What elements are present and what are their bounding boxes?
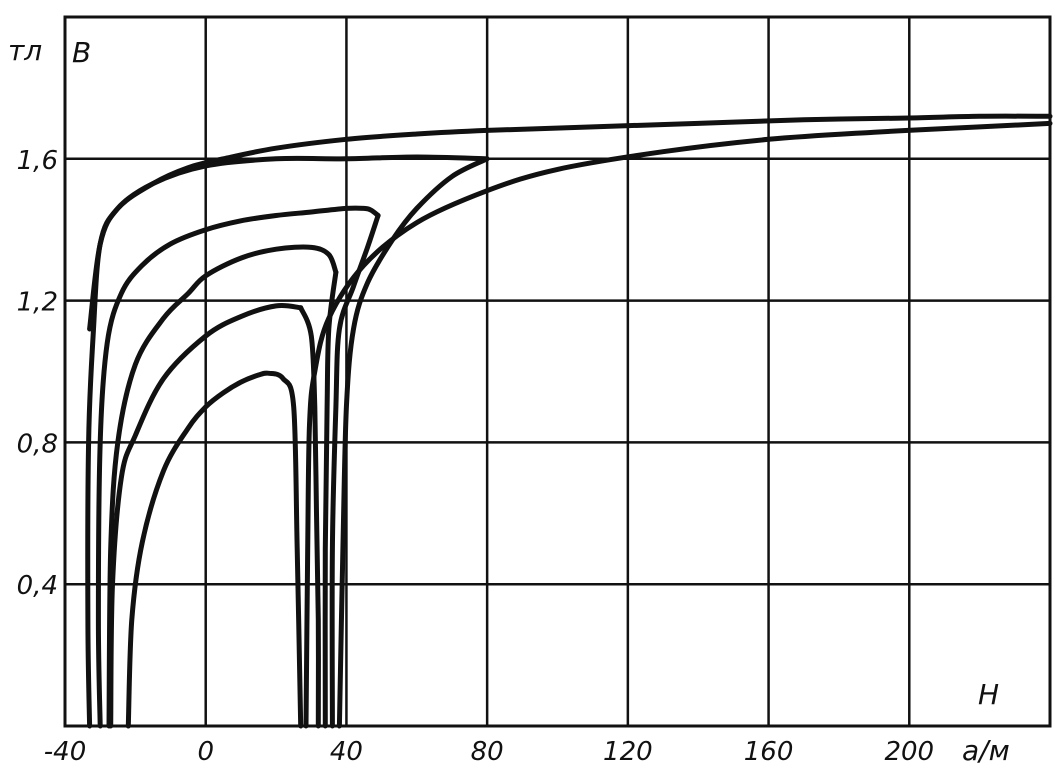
plot-frame	[63, 15, 1052, 728]
series-line-9	[298, 305, 321, 729]
series-line-7	[322, 269, 339, 729]
x-tick-label: -40	[44, 737, 86, 767]
x-tick-label: 40	[330, 737, 363, 767]
series-line-11	[303, 120, 1053, 729]
series-line-10	[125, 370, 304, 729]
series-line-3	[336, 156, 490, 729]
x-tick-label: 200	[884, 737, 934, 767]
y-tick-label: 0,8	[17, 429, 58, 459]
x-tick-label: 0	[197, 737, 214, 767]
series-line-8	[108, 303, 304, 729]
x-unit-label: а/м	[962, 734, 1010, 767]
y-tick-label: 1,6	[17, 146, 58, 176]
series-line-2	[87, 154, 490, 332]
x-tick-label: 80	[471, 737, 504, 767]
series-line-4	[95, 205, 381, 729]
y-tick-labels: 0,4 0,8 1,2 1,6	[17, 146, 58, 601]
series-line-6	[106, 244, 339, 729]
y-unit-label: тл	[8, 34, 42, 67]
y-axis-label: B	[72, 36, 91, 69]
y-tick-label: 0,4	[17, 571, 58, 601]
x-tick-labels: -40 0 40 80 120 160 200	[44, 737, 934, 767]
curves	[85, 113, 1053, 729]
series-line-1	[85, 113, 1053, 729]
x-tick-label: 160	[744, 737, 794, 767]
series-line-5	[329, 213, 381, 729]
x-axis-label: H	[978, 678, 999, 711]
y-tick-label: 1,2	[17, 288, 58, 318]
x-tick-label: 120	[603, 737, 653, 767]
